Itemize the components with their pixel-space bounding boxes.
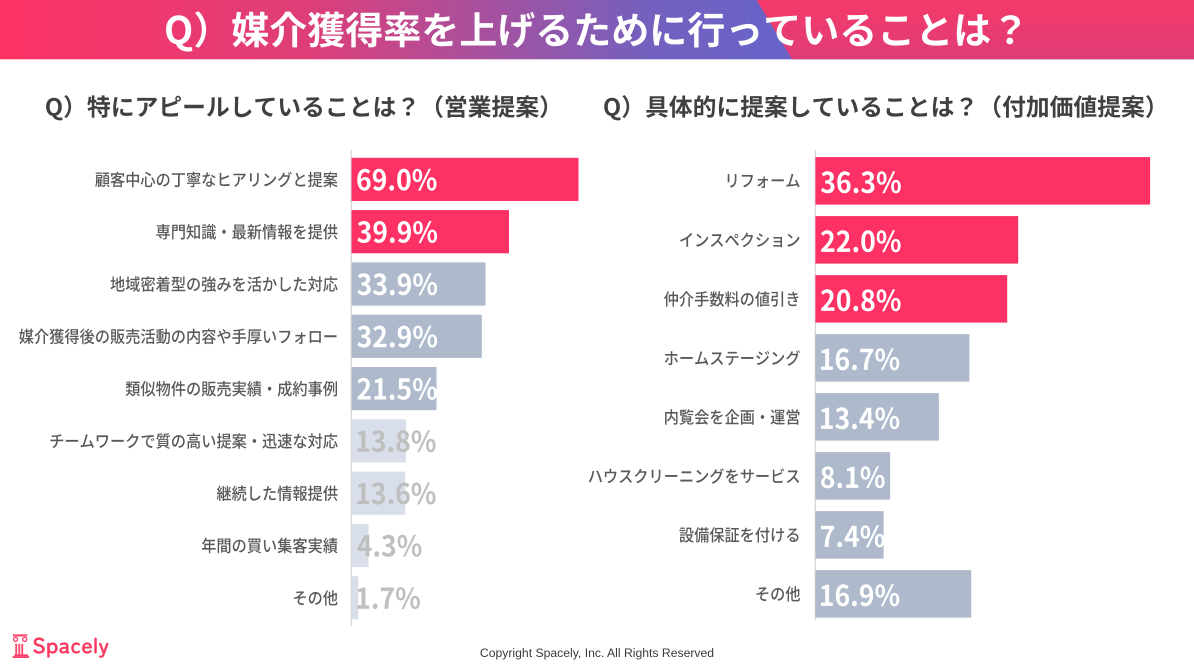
svg-text:Copyright Spacely, Inc. All Ri: Copyright Spacely, Inc. All Rights Reser… <box>480 646 714 660</box>
